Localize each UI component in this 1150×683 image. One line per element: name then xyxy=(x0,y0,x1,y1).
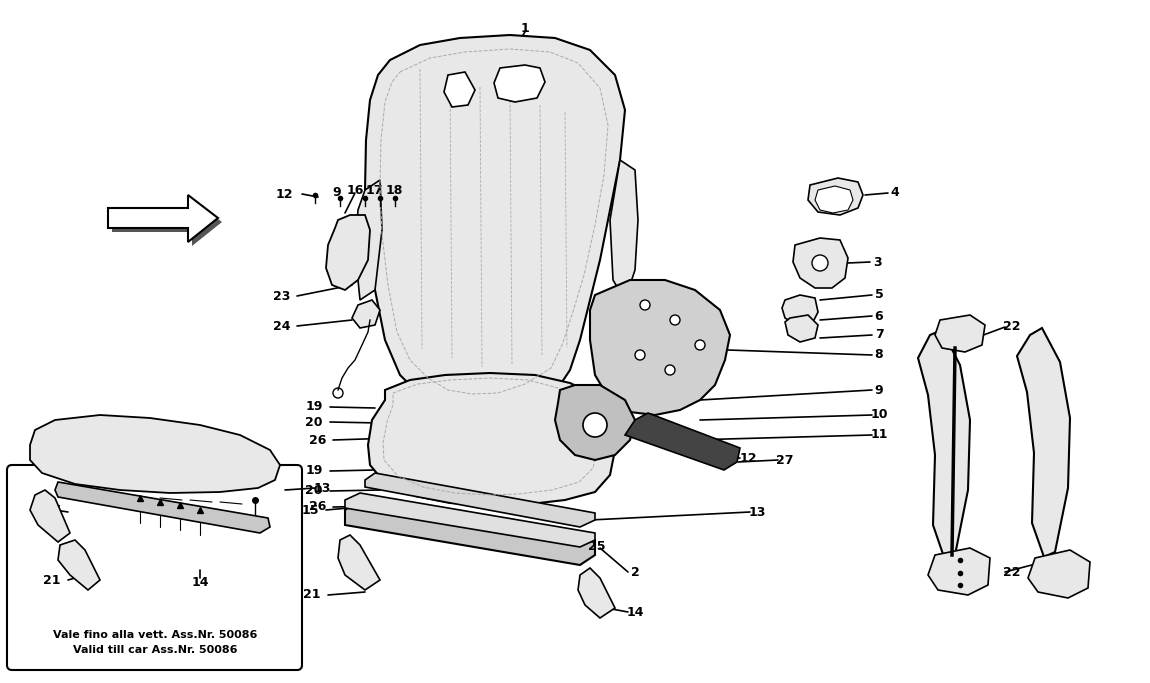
Circle shape xyxy=(665,365,675,375)
Polygon shape xyxy=(30,415,279,493)
Polygon shape xyxy=(624,413,739,470)
Circle shape xyxy=(635,350,645,360)
Circle shape xyxy=(812,255,828,271)
Polygon shape xyxy=(815,186,853,213)
Polygon shape xyxy=(494,65,545,102)
Text: Vale fino alla vett. Ass.Nr. 50086: Vale fino alla vett. Ass.Nr. 50086 xyxy=(53,630,258,640)
Text: 5: 5 xyxy=(875,288,883,301)
Text: 13: 13 xyxy=(313,482,331,494)
Text: 14: 14 xyxy=(627,606,644,619)
Polygon shape xyxy=(368,373,615,505)
Polygon shape xyxy=(345,500,595,565)
Text: 22: 22 xyxy=(1003,320,1021,333)
Polygon shape xyxy=(108,195,218,242)
Text: 21: 21 xyxy=(44,574,61,587)
Text: 16: 16 xyxy=(346,184,363,197)
Text: 15: 15 xyxy=(301,503,319,516)
Polygon shape xyxy=(610,160,638,300)
Text: 3: 3 xyxy=(873,255,881,268)
Text: 27: 27 xyxy=(776,454,793,466)
Polygon shape xyxy=(578,568,615,618)
Text: 22: 22 xyxy=(1003,566,1021,579)
Polygon shape xyxy=(112,199,222,246)
Text: 24: 24 xyxy=(273,320,290,333)
Text: 25: 25 xyxy=(589,540,606,553)
Text: 6: 6 xyxy=(875,309,883,322)
Polygon shape xyxy=(590,280,730,415)
Polygon shape xyxy=(30,490,70,542)
Polygon shape xyxy=(365,473,595,527)
Text: 13: 13 xyxy=(749,505,766,518)
Polygon shape xyxy=(325,215,370,290)
Text: 19: 19 xyxy=(306,400,323,413)
Text: 11: 11 xyxy=(871,428,888,441)
Text: 26: 26 xyxy=(308,434,325,447)
Polygon shape xyxy=(808,178,862,215)
Text: 12: 12 xyxy=(276,188,293,201)
Polygon shape xyxy=(785,315,818,342)
Polygon shape xyxy=(935,315,986,352)
Text: 10: 10 xyxy=(871,408,888,421)
Polygon shape xyxy=(782,295,818,326)
Circle shape xyxy=(583,413,607,437)
Polygon shape xyxy=(365,35,624,412)
Polygon shape xyxy=(444,72,475,107)
Text: 23: 23 xyxy=(273,290,290,303)
Text: 26: 26 xyxy=(308,501,325,514)
Text: 15: 15 xyxy=(45,503,62,516)
Text: 12: 12 xyxy=(739,451,757,464)
Text: 20: 20 xyxy=(306,484,323,497)
Circle shape xyxy=(641,300,650,310)
Polygon shape xyxy=(793,238,848,288)
Polygon shape xyxy=(352,300,380,328)
Text: 18: 18 xyxy=(385,184,402,197)
Polygon shape xyxy=(1028,550,1090,598)
Text: 20: 20 xyxy=(306,415,323,428)
Polygon shape xyxy=(355,180,382,300)
Polygon shape xyxy=(345,493,595,547)
Text: Valid till car Ass.Nr. 50086: Valid till car Ass.Nr. 50086 xyxy=(72,645,237,655)
Polygon shape xyxy=(55,482,270,533)
Polygon shape xyxy=(918,330,969,560)
Text: 19: 19 xyxy=(306,464,323,477)
Text: 9: 9 xyxy=(332,186,342,199)
Text: 21: 21 xyxy=(304,589,321,602)
Text: 1: 1 xyxy=(521,21,529,35)
Text: 9: 9 xyxy=(875,383,883,397)
Text: 7: 7 xyxy=(875,329,883,342)
Circle shape xyxy=(695,340,705,350)
Text: 8: 8 xyxy=(875,348,883,361)
Polygon shape xyxy=(58,540,100,590)
Polygon shape xyxy=(555,385,635,460)
Polygon shape xyxy=(1017,328,1070,557)
Polygon shape xyxy=(338,535,380,590)
Text: 14: 14 xyxy=(191,576,209,589)
Text: 2: 2 xyxy=(630,566,639,579)
Circle shape xyxy=(670,315,680,325)
Text: 4: 4 xyxy=(890,186,899,199)
Text: 17: 17 xyxy=(366,184,383,197)
FancyBboxPatch shape xyxy=(7,465,302,670)
Polygon shape xyxy=(928,548,990,595)
